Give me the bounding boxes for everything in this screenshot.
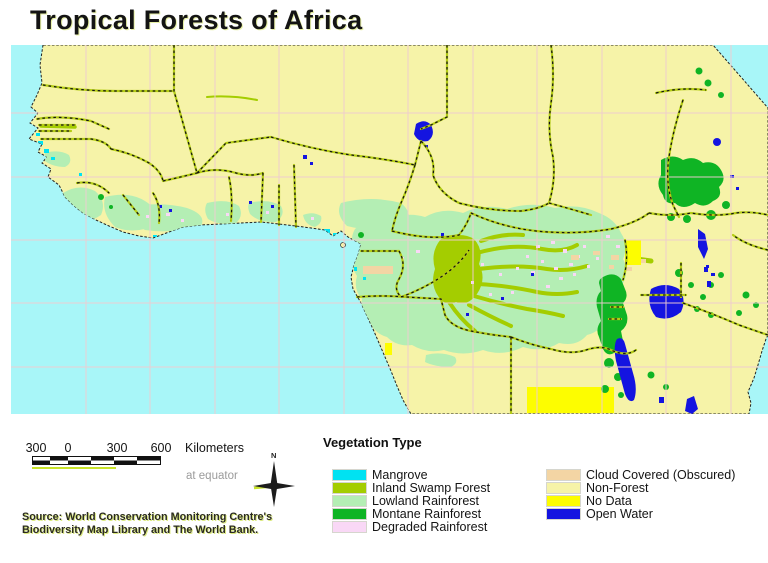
source-note: Source: World Conservation Monitoring Ce…: [22, 511, 272, 536]
cloud-covered-layer: [363, 251, 646, 274]
legend-label: Mangrove: [372, 468, 428, 482]
scalebar: [32, 456, 161, 465]
legend-label: Lowland Rainforest: [372, 494, 480, 508]
legend-item-montane-rainforest: Montane Rainforest: [332, 507, 490, 521]
legend-swatch-montane-rainforest: [332, 508, 367, 520]
source-line-2: Biodiversity Map Library and The World B…: [22, 523, 259, 536]
legend-item-cloud-covered: Cloud Covered (Obscured): [546, 468, 736, 482]
scalebar-label: 600: [150, 441, 172, 455]
scalebar-label: 0: [64, 441, 72, 455]
scalebar-underline: [32, 467, 116, 469]
africa-map: [11, 45, 768, 414]
scalebar-label: 300: [106, 441, 128, 455]
legend-label: No Data: [586, 494, 632, 508]
legend-swatch-no-data: [546, 495, 581, 507]
legend-swatch-lowland-rainforest: [332, 495, 367, 507]
legend-label: Cloud Covered (Obscured): [586, 468, 736, 482]
legend-label: Inland Swamp Forest: [372, 481, 491, 495]
scalebar-label: 300: [25, 441, 47, 455]
map-canvas: [11, 45, 768, 414]
legend-label: Non-Forest: [586, 481, 649, 495]
legend-item-lowland-rainforest: Lowland Rainforest: [332, 494, 490, 508]
bioko-island: [340, 242, 346, 248]
legend-item-inland-swamp-forest: Inland Swamp Forest: [332, 481, 491, 495]
north-arrow-icon: [253, 461, 295, 507]
open-water-layer: [159, 121, 739, 414]
legend-item-degraded-rainforest: Degraded Rainforest: [332, 520, 490, 534]
legend-label: Degraded Rainforest: [372, 520, 488, 534]
legend-column-right: Cloud Covered (Obscured) Non-Forest No D…: [546, 468, 736, 521]
legend-label: Open Water: [586, 507, 653, 521]
no-data-layer: [385, 240, 641, 413]
legend-item-mangrove: Mangrove: [332, 468, 490, 482]
legend-swatch-inland-swamp-forest: [332, 482, 367, 494]
compass-rose: N: [253, 451, 295, 507]
legend-column-left: Mangrove Inland Swamp Forest Lowland Rai…: [332, 468, 491, 534]
source-line-1: Source: World Conservation Monitoring Ce…: [22, 511, 273, 523]
legend-swatch-mangrove: [332, 469, 367, 481]
scalebar-unit-label: Kilometers: [185, 441, 245, 455]
page-title: Tropical Forests of Africa: [30, 5, 363, 35]
legend-swatch-cloud-covered: [546, 469, 581, 481]
degraded-rainforest-layer: [146, 211, 620, 296]
legend-item-non-forest: Non-Forest: [546, 481, 735, 495]
legend-swatch-open-water: [546, 508, 581, 520]
legend-title: Vegetation Type: [323, 435, 422, 450]
legend-item-open-water: Open Water: [546, 507, 735, 521]
compass-north-label: N: [271, 451, 276, 460]
legend-item-no-data: No Data: [546, 494, 735, 508]
at-equator-note: at equator: [186, 470, 238, 482]
legend-label: Montane Rainforest: [372, 507, 482, 521]
legend-swatch-non-forest: [546, 482, 581, 494]
legend-swatch-degraded-rainforest: [332, 521, 367, 533]
